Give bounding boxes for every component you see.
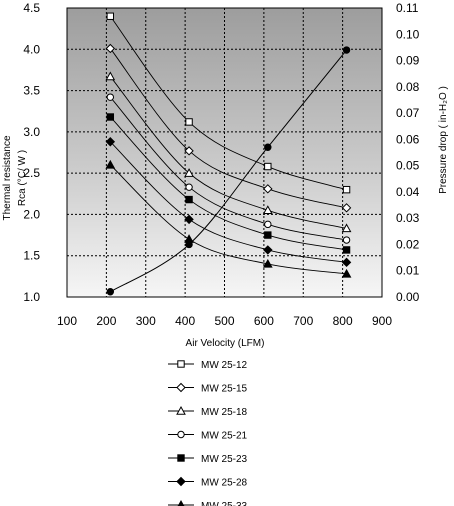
series-4-point-2 xyxy=(264,231,272,239)
series-0-point-0 xyxy=(106,12,115,20)
y-left-tick-label: 1.5 xyxy=(23,249,40,263)
y-left-tick-label: 4.0 xyxy=(23,42,40,56)
y-right-tick-label: 0.09 xyxy=(396,54,420,68)
series-line-1 xyxy=(109,48,347,209)
y-right-tick-label: 0.02 xyxy=(396,237,420,251)
pressure-drop-point-1 xyxy=(185,240,193,249)
series-6-point-2 xyxy=(262,258,273,268)
x-tick-label: 100 xyxy=(57,314,77,328)
series-6-point-3 xyxy=(341,268,352,278)
y-right-tick-label: 0.06 xyxy=(396,132,420,146)
legend-marker-3 xyxy=(177,430,185,439)
series-2-point-0 xyxy=(105,71,116,81)
y-left-axis-title-line2: Rca (°C/ W ) xyxy=(17,150,28,206)
x-tick-label: 500 xyxy=(214,314,234,328)
series-0-point-1 xyxy=(185,118,193,126)
series-5-point-1 xyxy=(184,214,194,225)
legend-marker-5 xyxy=(176,476,186,487)
pressure-drop-point-3 xyxy=(342,46,351,54)
legend-label-1: MW 25-15 xyxy=(201,384,248,395)
series-line-3 xyxy=(109,96,347,241)
legend-marker-4 xyxy=(177,454,185,462)
x-tick-label: 700 xyxy=(293,314,313,328)
series-3-point-1 xyxy=(185,183,193,191)
series-3-point-0 xyxy=(106,93,115,101)
series-0-point-2 xyxy=(264,162,272,171)
series-6-point-0 xyxy=(105,159,116,169)
y-right-tick-label: 0.00 xyxy=(396,290,420,304)
pressure-drop-point-0 xyxy=(106,288,115,296)
plot-frame xyxy=(66,7,383,298)
series-5-point-0 xyxy=(105,137,116,147)
series-0-point-3 xyxy=(342,185,351,194)
legend-label-2: MW 25-18 xyxy=(201,407,248,418)
x-tick-label: 900 xyxy=(372,314,392,328)
pressure-drop-point-2 xyxy=(264,143,272,151)
legend-label-0: MW 25-12 xyxy=(201,360,248,371)
x-axis-title: Air Velocity (LFM) xyxy=(186,338,265,349)
y-left-tick-label: 4.5 xyxy=(23,1,40,15)
y-right-tick-label: 0.07 xyxy=(396,106,420,120)
series-2-point-3 xyxy=(341,223,352,233)
y-left-tick-label: 2.5 xyxy=(23,166,40,180)
y-left-axis-title-line1: Thermal resistance xyxy=(2,135,13,220)
y-right-tick-label: 0.10 xyxy=(396,27,420,41)
series-1-point-0 xyxy=(105,43,116,54)
x-tick-label: 600 xyxy=(254,314,274,328)
y-right-tick-label: 0.11 xyxy=(396,1,419,15)
x-tick-label: 200 xyxy=(96,314,116,328)
y-left-tick-label: 2.0 xyxy=(23,207,40,221)
y-left-tick-label: 1.0 xyxy=(23,290,40,304)
series-1-point-3 xyxy=(341,203,352,213)
series-line-6 xyxy=(110,164,347,275)
legend-label-5: MW 25-28 xyxy=(201,478,248,489)
x-tick-label: 400 xyxy=(175,314,195,328)
series-5-point-2 xyxy=(263,245,273,255)
x-tick-label: 300 xyxy=(136,314,156,328)
y-right-tick-label: 0.01 xyxy=(396,264,420,278)
pressure-drop-line xyxy=(110,49,347,293)
legend-label-6: MW 25-33 xyxy=(201,501,248,506)
y-left-tick-label: 3.0 xyxy=(23,125,40,139)
x-tick-label: 800 xyxy=(333,314,353,328)
series-line-0 xyxy=(109,15,347,191)
y-right-tick-label: 0.05 xyxy=(396,159,420,173)
legend-label-3: MW 25-21 xyxy=(201,431,248,442)
y-right-tick-label: 0.08 xyxy=(396,80,420,94)
series-4-point-0 xyxy=(106,113,115,121)
legend-marker-1 xyxy=(176,382,186,393)
series-2-point-1 xyxy=(184,168,194,177)
series-1-point-1 xyxy=(184,146,194,156)
legend-label-4: MW 25-23 xyxy=(201,454,248,465)
y-right-tick-label: 0.04 xyxy=(396,185,420,199)
y-right-tick-label: 0.03 xyxy=(396,211,420,225)
series-4-point-1 xyxy=(185,195,193,204)
y-right-axis-title: Pressure drop ( in-H₂O ) xyxy=(438,86,449,194)
series-5-point-3 xyxy=(341,257,352,268)
series-3-point-3 xyxy=(342,236,351,244)
legend-marker-6 xyxy=(177,499,185,506)
series-2-point-2 xyxy=(262,205,273,214)
y-left-tick-label: 3.5 xyxy=(23,84,40,98)
series-line-4 xyxy=(109,116,347,251)
series-line-2 xyxy=(109,76,347,229)
series-4-point-3 xyxy=(342,246,351,254)
series-line-5 xyxy=(109,141,347,263)
series-3-point-2 xyxy=(264,220,272,229)
series-1-point-2 xyxy=(263,184,273,194)
legend-marker-0 xyxy=(177,360,185,368)
legend-marker-2 xyxy=(176,405,186,415)
